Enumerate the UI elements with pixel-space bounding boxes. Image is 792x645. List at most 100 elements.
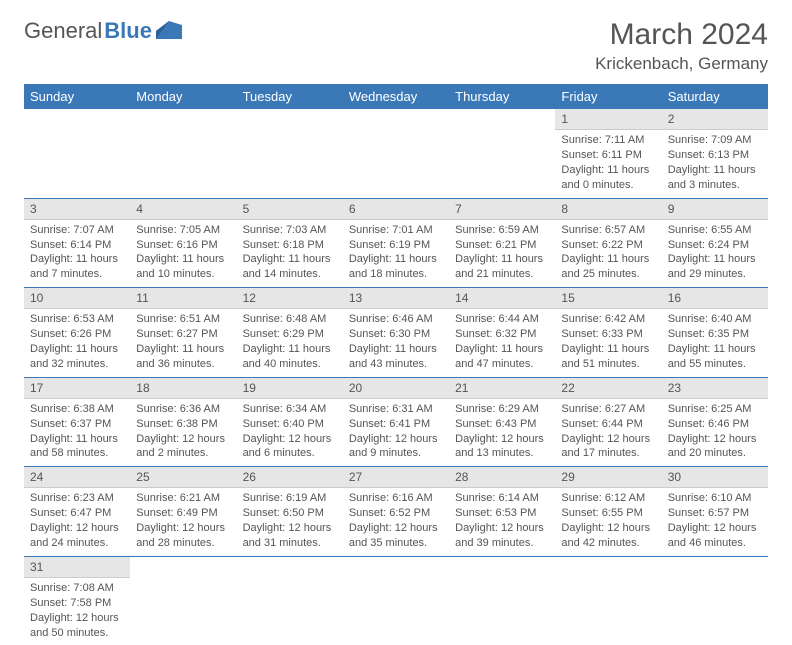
day-number: 19 [237, 378, 343, 399]
day-number: 14 [449, 288, 555, 309]
day-number: 21 [449, 378, 555, 399]
day-body: Sunrise: 6:34 AMSunset: 6:40 PMDaylight:… [237, 399, 343, 466]
sunset-text: Sunset: 6:22 PM [561, 238, 655, 253]
sunset-text: Sunset: 6:27 PM [136, 327, 230, 342]
sunset-text: Sunset: 6:41 PM [349, 417, 443, 432]
calendar-week: 17Sunrise: 6:38 AMSunset: 6:37 PMDayligh… [24, 377, 768, 467]
sunrise-text: Sunrise: 6:51 AM [136, 312, 230, 327]
day-number: 1 [555, 109, 661, 130]
sunrise-text: Sunrise: 6:29 AM [455, 402, 549, 417]
sunrise-text: Sunrise: 6:10 AM [668, 491, 762, 506]
daylight-text: Daylight: 11 hours and 36 minutes. [136, 342, 230, 372]
daylight-text: Daylight: 11 hours and 3 minutes. [668, 163, 762, 193]
sunrise-text: Sunrise: 7:07 AM [30, 223, 124, 238]
sunset-text: Sunset: 7:58 PM [30, 596, 124, 611]
sunrise-text: Sunrise: 6:57 AM [561, 223, 655, 238]
day-number: 2 [662, 109, 768, 130]
day-number: 29 [555, 467, 661, 488]
daylight-text: Daylight: 12 hours and 9 minutes. [349, 432, 443, 462]
day-number: 9 [662, 199, 768, 220]
day-body: Sunrise: 6:59 AMSunset: 6:21 PMDaylight:… [449, 220, 555, 287]
logo-flag-icon [156, 21, 182, 41]
calendar-day: 6Sunrise: 7:01 AMSunset: 6:19 PMDaylight… [343, 198, 449, 288]
day-number: 28 [449, 467, 555, 488]
day-body: Sunrise: 6:36 AMSunset: 6:38 PMDaylight:… [130, 399, 236, 466]
sunset-text: Sunset: 6:40 PM [243, 417, 337, 432]
daylight-text: Daylight: 11 hours and 21 minutes. [455, 252, 549, 282]
day-body: Sunrise: 6:44 AMSunset: 6:32 PMDaylight:… [449, 309, 555, 376]
calendar-day: 9Sunrise: 6:55 AMSunset: 6:24 PMDaylight… [662, 198, 768, 288]
daylight-text: Daylight: 11 hours and 40 minutes. [243, 342, 337, 372]
calendar-day: 22Sunrise: 6:27 AMSunset: 6:44 PMDayligh… [555, 377, 661, 467]
sunrise-text: Sunrise: 6:40 AM [668, 312, 762, 327]
day-body: Sunrise: 6:27 AMSunset: 6:44 PMDaylight:… [555, 399, 661, 466]
daylight-text: Daylight: 11 hours and 58 minutes. [30, 432, 124, 462]
calendar-day: 19Sunrise: 6:34 AMSunset: 6:40 PMDayligh… [237, 377, 343, 467]
daylight-text: Daylight: 11 hours and 0 minutes. [561, 163, 655, 193]
sunrise-text: Sunrise: 6:25 AM [668, 402, 762, 417]
day-number: 12 [237, 288, 343, 309]
day-body: Sunrise: 6:25 AMSunset: 6:46 PMDaylight:… [662, 399, 768, 466]
header: GeneralBlue March 2024 Krickenbach, Germ… [24, 18, 768, 74]
sunset-text: Sunset: 6:26 PM [30, 327, 124, 342]
day-number: 13 [343, 288, 449, 309]
sunset-text: Sunset: 6:43 PM [455, 417, 549, 432]
sunset-text: Sunset: 6:46 PM [668, 417, 762, 432]
daylight-text: Daylight: 11 hours and 14 minutes. [243, 252, 337, 282]
sunrise-text: Sunrise: 7:05 AM [136, 223, 230, 238]
daylight-text: Daylight: 12 hours and 24 minutes. [30, 521, 124, 551]
day-body: Sunrise: 7:01 AMSunset: 6:19 PMDaylight:… [343, 220, 449, 287]
sunrise-text: Sunrise: 6:42 AM [561, 312, 655, 327]
sunrise-text: Sunrise: 6:27 AM [561, 402, 655, 417]
title-block: March 2024 Krickenbach, Germany [595, 18, 768, 74]
day-number: 6 [343, 199, 449, 220]
day-number: 18 [130, 378, 236, 399]
day-body: Sunrise: 6:12 AMSunset: 6:55 PMDaylight:… [555, 488, 661, 555]
day-body: Sunrise: 6:29 AMSunset: 6:43 PMDaylight:… [449, 399, 555, 466]
day-number: 3 [24, 199, 130, 220]
day-body: Sunrise: 6:23 AMSunset: 6:47 PMDaylight:… [24, 488, 130, 555]
sunset-text: Sunset: 6:30 PM [349, 327, 443, 342]
sunset-text: Sunset: 6:35 PM [668, 327, 762, 342]
day-body: Sunrise: 6:57 AMSunset: 6:22 PMDaylight:… [555, 220, 661, 287]
day-number: 17 [24, 378, 130, 399]
calendar-day: 27Sunrise: 6:16 AMSunset: 6:52 PMDayligh… [343, 467, 449, 557]
calendar-day-empty [555, 556, 661, 645]
day-body: Sunrise: 6:16 AMSunset: 6:52 PMDaylight:… [343, 488, 449, 555]
calendar-day: 12Sunrise: 6:48 AMSunset: 6:29 PMDayligh… [237, 288, 343, 378]
calendar-day: 29Sunrise: 6:12 AMSunset: 6:55 PMDayligh… [555, 467, 661, 557]
calendar-day: 8Sunrise: 6:57 AMSunset: 6:22 PMDaylight… [555, 198, 661, 288]
weekday-header: Saturday [662, 84, 768, 109]
sunrise-text: Sunrise: 7:03 AM [243, 223, 337, 238]
sunset-text: Sunset: 6:55 PM [561, 506, 655, 521]
day-number: 22 [555, 378, 661, 399]
sunset-text: Sunset: 6:24 PM [668, 238, 762, 253]
calendar-day: 28Sunrise: 6:14 AMSunset: 6:53 PMDayligh… [449, 467, 555, 557]
day-number: 31 [24, 557, 130, 578]
day-body: Sunrise: 6:14 AMSunset: 6:53 PMDaylight:… [449, 488, 555, 555]
sunset-text: Sunset: 6:32 PM [455, 327, 549, 342]
calendar-day: 10Sunrise: 6:53 AMSunset: 6:26 PMDayligh… [24, 288, 130, 378]
day-body: Sunrise: 7:11 AMSunset: 6:11 PMDaylight:… [555, 130, 661, 197]
day-number: 4 [130, 199, 236, 220]
sunset-text: Sunset: 6:50 PM [243, 506, 337, 521]
calendar-day: 2Sunrise: 7:09 AMSunset: 6:13 PMDaylight… [662, 109, 768, 198]
sunset-text: Sunset: 6:29 PM [243, 327, 337, 342]
daylight-text: Daylight: 12 hours and 6 minutes. [243, 432, 337, 462]
sunrise-text: Sunrise: 6:14 AM [455, 491, 549, 506]
calendar-day-empty [130, 109, 236, 198]
sunset-text: Sunset: 6:52 PM [349, 506, 443, 521]
weekday-header: Friday [555, 84, 661, 109]
weekday-header: Tuesday [237, 84, 343, 109]
day-number: 11 [130, 288, 236, 309]
weekday-header: Wednesday [343, 84, 449, 109]
calendar-day-empty [343, 109, 449, 198]
daylight-text: Daylight: 12 hours and 28 minutes. [136, 521, 230, 551]
day-body: Sunrise: 7:05 AMSunset: 6:16 PMDaylight:… [130, 220, 236, 287]
sunset-text: Sunset: 6:14 PM [30, 238, 124, 253]
calendar-day-empty [237, 109, 343, 198]
sunset-text: Sunset: 6:47 PM [30, 506, 124, 521]
daylight-text: Daylight: 11 hours and 51 minutes. [561, 342, 655, 372]
sunset-text: Sunset: 6:57 PM [668, 506, 762, 521]
sunset-text: Sunset: 6:38 PM [136, 417, 230, 432]
